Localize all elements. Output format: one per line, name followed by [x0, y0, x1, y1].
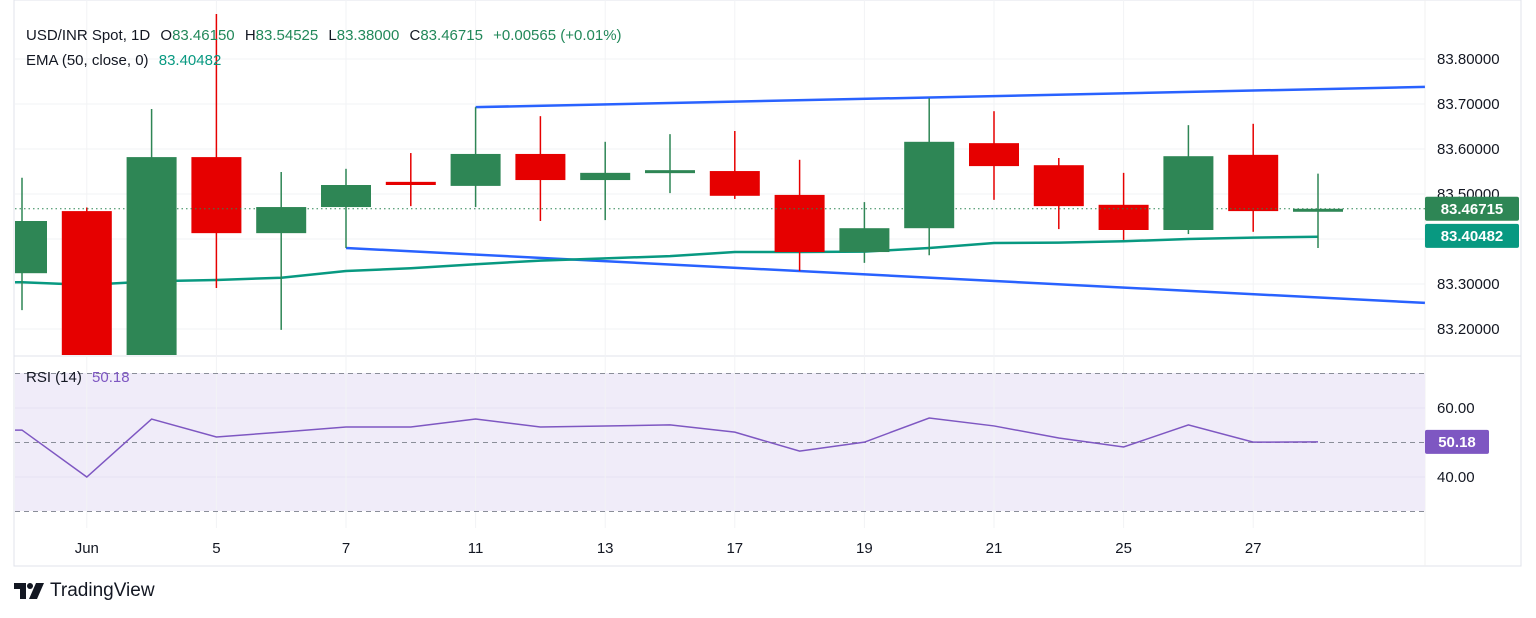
rsi-tick-label: 40.00	[1437, 469, 1475, 486]
price-tick-label: 83.30000	[1437, 276, 1500, 293]
candle	[1033, 158, 1084, 230]
rsi-value-text: 50.18	[1438, 434, 1476, 451]
tradingview-logo-icon	[14, 583, 44, 599]
last-price-label: 83.46715	[1425, 196, 1519, 221]
price-tick-label: 83.20000	[1437, 321, 1500, 338]
candle	[580, 141, 631, 221]
ema-line	[15, 235, 1319, 287]
candle	[15, 177, 47, 311]
candle-body	[450, 153, 501, 186]
time-tick-label: 27	[1245, 540, 1262, 557]
candle-body	[1293, 208, 1343, 212]
ohlc-high: H83.54525	[244, 27, 319, 44]
time-tick-label: 21	[986, 540, 1003, 557]
candles	[15, 14, 1343, 355]
candle-body	[515, 153, 566, 181]
ema-label[interactable]: EMA (50, close, 0)	[26, 52, 149, 69]
price-tick-label: 83.80000	[1437, 51, 1500, 68]
price-change: +0.00565 (+0.01%)	[493, 27, 622, 44]
candle-body	[839, 228, 890, 253]
rsi-guides	[15, 373, 1425, 512]
candle	[126, 108, 177, 355]
candle	[450, 107, 501, 208]
candle-body	[645, 170, 695, 174]
price-tick-label: 83.60000	[1437, 141, 1500, 158]
rsi-line	[15, 417, 1319, 478]
rsi-legend: RSI (14) 50.18	[26, 369, 136, 386]
candle	[969, 111, 1019, 200]
trendline-lower[interactable]	[345, 246, 1425, 305]
candle-body	[191, 157, 242, 234]
rsi-axis[interactable]: 40.00 60.00	[1437, 400, 1475, 486]
last-price-text: 83.46715	[1441, 201, 1504, 218]
candle-body	[1033, 165, 1084, 207]
candle-body	[774, 194, 825, 253]
candle	[1293, 173, 1343, 248]
candle	[385, 153, 436, 207]
candle	[904, 98, 955, 256]
candle-body	[969, 143, 1019, 167]
time-axis[interactable]: Jun 5 7 11 13 17 19 21 25 27	[75, 540, 1262, 557]
candle-body	[385, 181, 436, 185]
candle	[839, 202, 890, 263]
candle	[645, 134, 695, 194]
tradingview-logo[interactable]: TradingView	[14, 580, 155, 602]
time-tick-label: 11	[468, 540, 484, 557]
rsi-legend-value: 50.18	[92, 369, 130, 386]
ohlc-close: C83.46715	[409, 27, 483, 44]
ema-price-label: 83.40482	[1425, 223, 1519, 248]
ohlc-open: O83.46150	[160, 27, 235, 44]
symbol-title[interactable]: USD/INR Spot, 1D	[26, 27, 151, 44]
brand-name: TradingView	[50, 580, 155, 601]
candle	[1163, 125, 1214, 235]
candle-body	[1163, 156, 1214, 230]
time-tick-label: Jun	[75, 540, 99, 557]
candle-body	[256, 207, 307, 234]
trendline-upper[interactable]	[475, 85, 1425, 109]
candle	[321, 168, 371, 248]
candle	[515, 116, 566, 221]
rsi-value-label: 50.18	[1425, 429, 1489, 454]
candle	[1228, 123, 1279, 232]
rsi-tick-label: 60.00	[1437, 400, 1475, 417]
rsi-label[interactable]: RSI (14)	[26, 369, 82, 386]
time-tick-label: 7	[342, 540, 350, 557]
trendlines[interactable]	[345, 85, 1425, 305]
candle-body	[709, 171, 760, 196]
time-tick-label: 5	[212, 540, 220, 557]
candle-body	[15, 221, 47, 274]
time-tick-label: 19	[856, 540, 873, 557]
ema-value: 83.40482	[158, 52, 222, 69]
time-tick-label: 17	[726, 540, 743, 557]
price-tick-label: 83.70000	[1437, 96, 1500, 113]
candle-body	[580, 172, 631, 181]
candle	[709, 131, 760, 199]
candle	[191, 14, 242, 289]
price-legend: USD/INR Spot, 1D O83.46150 H83.54525 L83…	[26, 27, 628, 44]
candle	[256, 171, 307, 330]
candle-body	[126, 157, 177, 355]
ohlc-low: L83.38000	[328, 27, 400, 44]
candle-body	[1228, 154, 1279, 212]
time-tick-label: 13	[597, 540, 614, 557]
candle	[61, 207, 112, 355]
candle-body	[61, 211, 112, 355]
candle-body	[321, 185, 371, 208]
ema-price-text: 83.40482	[1441, 228, 1504, 245]
candle	[774, 159, 825, 271]
ema-legend: EMA (50, close, 0) 83.40482	[26, 52, 227, 69]
time-tick-label: 25	[1115, 540, 1132, 557]
candle-body	[904, 141, 955, 229]
